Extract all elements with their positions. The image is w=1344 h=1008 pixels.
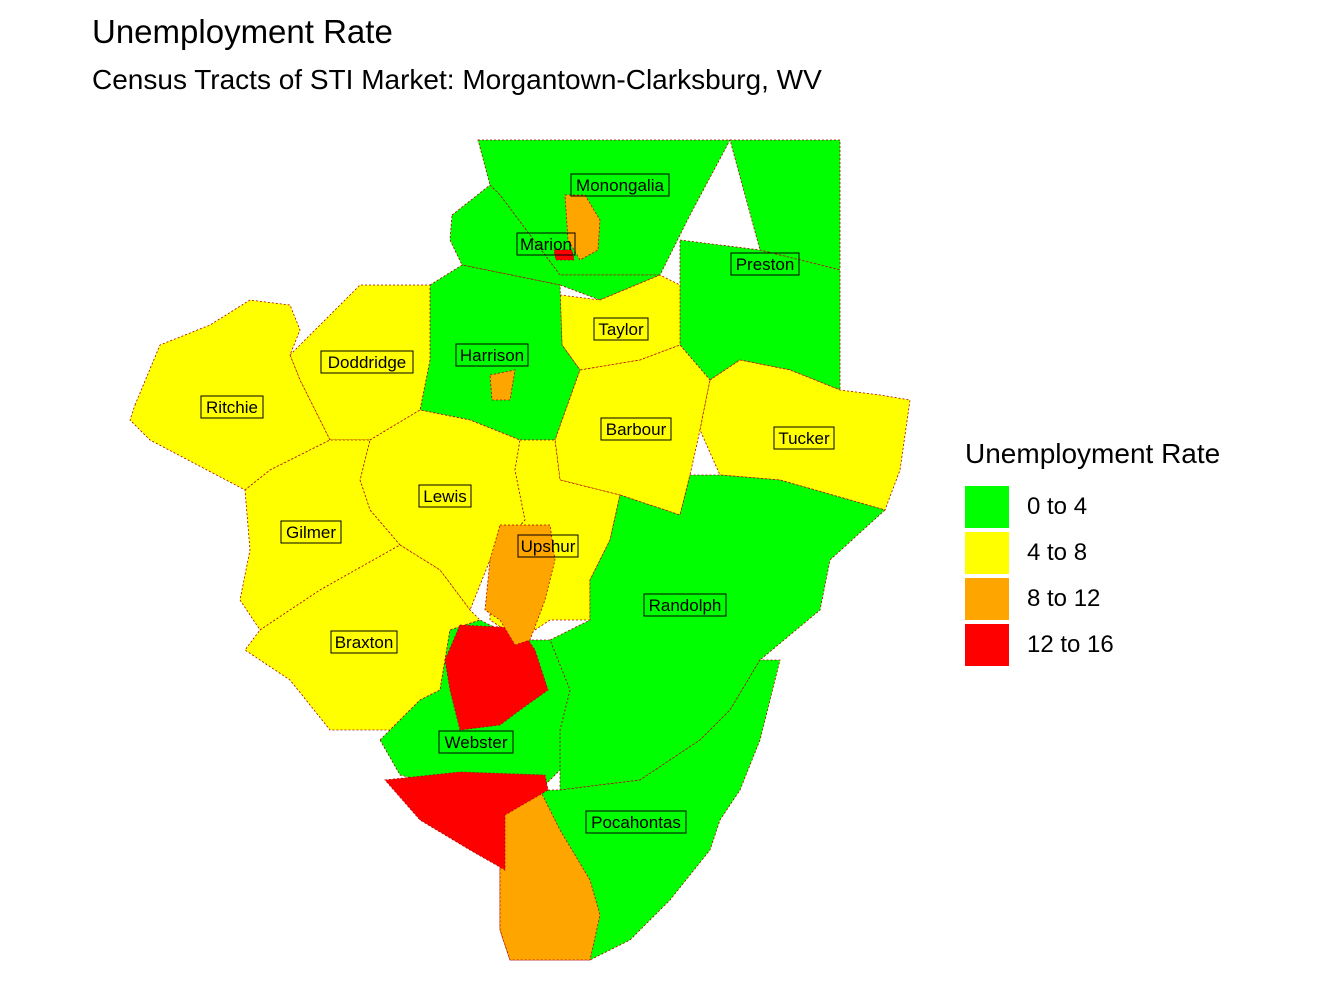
county-harrison xyxy=(419,264,581,441)
svg-text:Upshur: Upshur xyxy=(521,537,576,556)
legend-swatch xyxy=(965,486,1009,528)
legend-label: 12 to 16 xyxy=(1027,631,1114,658)
label-pocahontas: Pocahontas xyxy=(585,810,687,834)
label-gilmer: Gilmer xyxy=(280,520,342,544)
label-harrison: Harrison xyxy=(455,343,529,367)
legend-label: 4 to 8 xyxy=(1027,539,1088,566)
legend-swatch xyxy=(965,624,1009,666)
svg-text:Harrison: Harrison xyxy=(460,346,524,365)
county-barbour xyxy=(554,344,711,516)
svg-text:Ritchie: Ritchie xyxy=(206,398,258,417)
svg-text:Marion: Marion xyxy=(520,235,572,254)
legend-item: 8 to 12 xyxy=(965,576,1220,622)
label-upshur: Upshur xyxy=(517,534,579,558)
legend-label: 8 to 12 xyxy=(1027,585,1101,612)
tract-harrison-orange xyxy=(489,369,516,401)
legend-item: 12 to 16 xyxy=(965,622,1220,668)
svg-text:Randolph: Randolph xyxy=(649,596,722,615)
legend: Unemployment Rate 0 to 4 4 to 8 8 to 12 … xyxy=(965,436,1220,668)
map-title: Unemployment Rate xyxy=(92,13,393,50)
label-marion: Marion xyxy=(516,232,576,256)
svg-text:Doddridge: Doddridge xyxy=(328,353,406,372)
legend-item: 0 to 4 xyxy=(965,484,1220,530)
county-taylor xyxy=(559,274,681,371)
label-ritchie: Ritchie xyxy=(200,395,264,419)
label-braxton: Braxton xyxy=(330,630,398,654)
svg-text:Gilmer: Gilmer xyxy=(286,523,336,542)
tract-webster-south xyxy=(384,771,549,871)
label-monongalia: Monongalia xyxy=(570,173,670,197)
label-randolph: Randolph xyxy=(643,593,727,617)
label-barbour: Barbour xyxy=(600,417,672,441)
legend-swatch xyxy=(965,578,1009,620)
svg-text:Taylor: Taylor xyxy=(598,320,644,339)
county-doddridge xyxy=(289,284,431,441)
map-subtitle: Census Tracts of STI Market: Morgantown-… xyxy=(92,64,822,95)
tract-marion-orange xyxy=(564,194,601,261)
county-ritchie xyxy=(129,299,331,491)
label-webster: Webster xyxy=(438,730,514,754)
svg-text:Preston: Preston xyxy=(736,255,795,274)
label-taylor: Taylor xyxy=(593,317,649,341)
svg-text:Tucker: Tucker xyxy=(778,429,830,448)
tract-pocahontas-south xyxy=(499,789,601,961)
legend-title: Unemployment Rate xyxy=(965,438,1221,469)
legend-swatch xyxy=(965,532,1009,574)
svg-text:Barbour: Barbour xyxy=(606,420,667,439)
svg-text:Webster: Webster xyxy=(445,733,508,752)
county-marion xyxy=(449,184,661,301)
label-tucker: Tucker xyxy=(773,426,835,450)
legend-item: 4 to 8 xyxy=(965,530,1220,576)
label-preston: Preston xyxy=(730,252,800,276)
county-gilmer xyxy=(239,439,401,631)
county-tucker xyxy=(699,359,911,511)
label-lewis: Lewis xyxy=(418,484,472,508)
label-doddridge: Doddridge xyxy=(320,350,414,374)
svg-text:Lewis: Lewis xyxy=(423,487,466,506)
county-randolph xyxy=(549,474,886,791)
tract-upshur-south xyxy=(484,524,556,646)
svg-text:Pocahontas: Pocahontas xyxy=(591,813,681,832)
svg-text:Monongalia: Monongalia xyxy=(576,176,664,195)
svg-text:Braxton: Braxton xyxy=(335,633,394,652)
legend-label: 0 to 4 xyxy=(1027,493,1088,520)
